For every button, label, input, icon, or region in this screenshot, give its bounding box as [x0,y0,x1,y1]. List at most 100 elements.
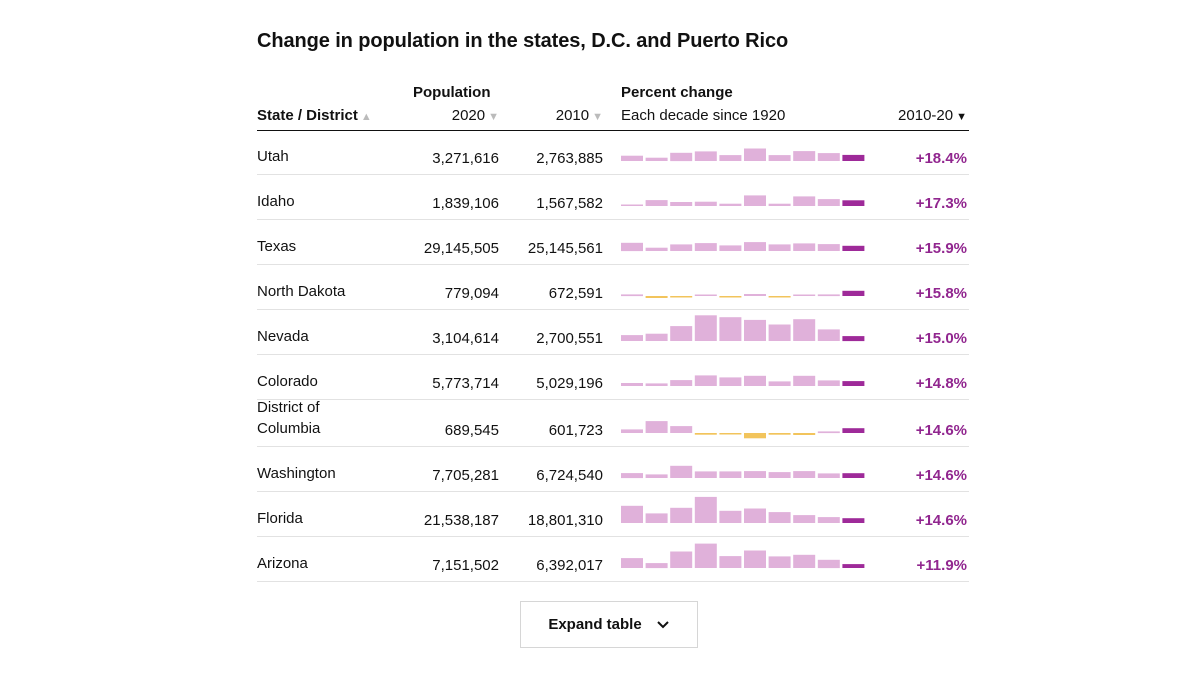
population-2010: 25,145,561 [527,240,603,257]
decade-bar [793,375,816,386]
decade-bar [694,151,717,161]
latest-decade-bar [842,245,865,251]
sort-down-active-icon: ▼ [956,111,967,123]
decade-bar [694,543,717,568]
state-name: Arizona [257,555,308,572]
state-name: Nevada [257,328,309,345]
decade-bar [768,433,791,435]
table-row: Washington 7,705,281 6,724,540 +14.6% [257,447,969,492]
decade-bar [817,294,840,297]
decade-bar [670,380,693,386]
decade-bar [768,381,791,386]
table-row: District of Columbia 689,545 601,723 +14.6% [257,399,969,447]
percent-change-value: +14.6% [915,422,967,439]
decade-bar [719,433,742,435]
decade-bar [793,515,816,523]
decade-bar [621,383,643,386]
decade-bar [744,242,766,251]
population-2010: 18,801,310 [527,512,603,529]
expand-table-button[interactable]: Expand table [520,601,698,648]
col-2010-header[interactable]: 2010 ▼ [555,107,603,124]
population-2020: 7,151,502 [432,557,499,574]
decade-bar [694,243,717,251]
decade-bar [744,433,766,439]
population-2010: 2,700,551 [536,330,603,347]
population-2020: 3,271,616 [432,150,499,167]
percent-change-value: +18.4% [915,150,967,167]
chevron-down-icon [656,620,670,630]
decade-bar [817,329,840,341]
population-2010: 1,567,582 [536,195,603,212]
table-row: Texas 29,145,505 25,145,561 +15.9% [257,220,969,265]
decade-bar [645,513,668,523]
col-2020-header[interactable]: 2020 ▼ [451,107,499,124]
latest-decade-bar [842,200,865,206]
decade-bar [719,377,742,386]
percent-change-value: +11.9% [916,557,967,574]
decade-sparkbar-chart [621,148,865,162]
table-body: Utah 3,271,616 2,763,885 +18.4% Idaho 1,839,1… [257,130,969,582]
decade-bar [694,471,717,478]
decade-bar [719,203,742,206]
decade-bar [817,380,840,386]
decade-bar [793,554,816,568]
state-name: Florida [257,510,303,527]
latest-decade-bar [842,518,865,523]
decade-bar [793,294,816,296]
decade-bar [621,473,643,479]
decade-bar [719,510,742,523]
latest-decade-bar [842,290,865,296]
decade-bar [719,155,742,161]
decade-bar [768,324,791,341]
population-2010: 672,591 [548,285,603,302]
decade-bar [645,157,668,161]
table-row: Colorado 5,773,714 5,029,196 +14.8% [257,355,969,400]
table-row: Nevada 3,104,614 2,700,551 +15.0% [257,310,969,355]
percent-change-value: +14.6% [915,512,967,529]
col-change-header[interactable]: 2010-20 ▼ [898,107,967,124]
decade-bar [694,315,717,341]
decade-bar [817,244,840,251]
decade-bar [670,465,693,478]
population-2020: 779,094 [444,285,499,302]
decade-bar [719,245,742,251]
percent-change-value: +14.8% [915,375,967,392]
state-column-header[interactable]: State / District ▲ [257,107,372,124]
population-2010: 5,029,196 [536,375,603,392]
latest-decade-bar [842,473,865,478]
sort-down-icon: ▼ [592,111,603,123]
percent-change-value: +15.8% [915,285,967,302]
decade-bar [621,335,643,341]
percent-change-value: +17.3% [915,195,967,212]
latest-decade-bar [842,564,865,568]
decade-bar [621,242,643,252]
decade-bar [670,426,693,433]
decade-bar [817,559,840,569]
decade-bar [694,201,717,206]
population-2010: 6,392,017 [536,557,603,574]
percent-change-value: +15.9% [915,240,967,257]
state-name: Idaho [257,193,295,210]
state-name: Texas [257,238,297,255]
decade-bar [768,203,791,206]
decades-subheader: Each decade since 1920 [621,107,786,124]
table-row: North Dakota 779,094 672,591 +15.8% [257,265,969,310]
latest-decade-bar [842,428,865,433]
population-2010: 601,723 [548,422,603,439]
decade-bar [719,296,742,298]
expand-table-label: Expand table [548,616,642,633]
population-group-label: Population [413,84,491,101]
decade-sparkbar-chart [621,543,865,569]
sort-up-icon: ▲ [360,111,372,123]
decade-bar [645,474,668,478]
decade-bar [793,319,816,341]
decade-bar [793,433,816,435]
decade-bar [670,326,693,341]
decade-sparkbar-chart [621,465,865,479]
decade-bar [621,204,643,206]
decade-bar [817,431,840,434]
decade-bar [768,512,791,523]
decade-bar [719,471,742,478]
decade-bar [670,551,693,568]
decade-bar [817,473,840,478]
